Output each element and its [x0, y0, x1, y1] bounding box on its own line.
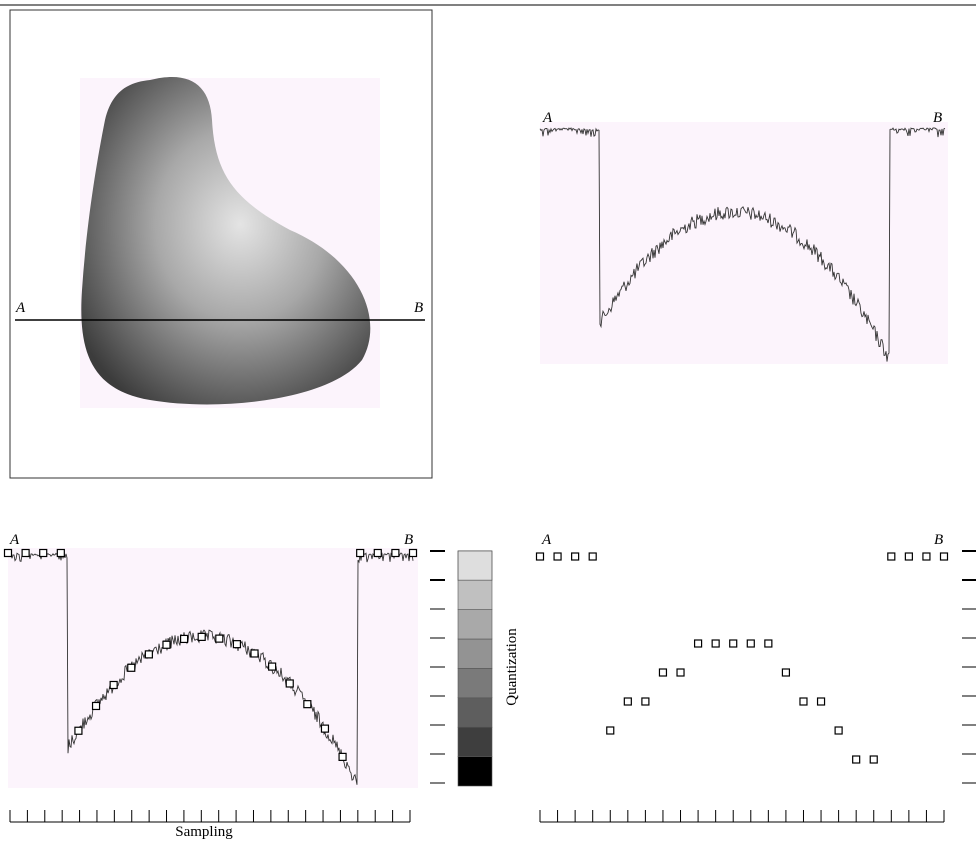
quantized-sample — [623, 697, 632, 706]
sample-point — [179, 634, 189, 644]
quantized-sample — [693, 639, 703, 648]
point-label: A — [542, 110, 553, 126]
point-label: A — [9, 532, 20, 548]
point-label: B — [414, 300, 423, 316]
sample-point — [144, 650, 153, 659]
sample-point — [91, 701, 101, 711]
sample-point — [373, 548, 382, 558]
gray-level — [457, 638, 493, 669]
gray-level — [457, 579, 493, 610]
quantized-sample — [799, 697, 808, 706]
quantized-sample — [939, 552, 949, 561]
x-axis-label: Sampling — [175, 824, 233, 840]
sample-point — [39, 548, 48, 558]
sample-point — [250, 649, 259, 658]
quantized-sample — [571, 552, 580, 561]
quantized-sample — [606, 726, 615, 735]
sample-point — [197, 632, 206, 641]
point-label: B — [933, 110, 942, 126]
intensity-profile — [7, 551, 414, 785]
quantized-sample — [535, 552, 545, 561]
sample-point — [162, 640, 171, 649]
sample-point — [56, 548, 65, 558]
sample-point — [127, 663, 136, 672]
gray-level — [457, 756, 493, 787]
intensity-profile — [539, 127, 946, 362]
sample-point — [303, 700, 312, 709]
object-blob — [81, 76, 371, 405]
quantized-sample — [922, 552, 931, 561]
panel-bg — [540, 122, 948, 364]
sample-point — [408, 548, 418, 558]
panel-bg — [8, 548, 418, 788]
sample-point — [3, 548, 13, 558]
sample-point — [391, 548, 400, 558]
quantized-sample — [746, 639, 755, 648]
quantized-sample — [676, 668, 685, 677]
sample-point — [338, 752, 347, 761]
sample-point — [285, 679, 294, 688]
quantized-sample — [834, 726, 843, 735]
quantized-sample — [553, 552, 562, 561]
quantized-sample — [711, 639, 720, 648]
quantized-sample — [588, 552, 597, 561]
gray-level — [457, 726, 493, 757]
quantized-sample — [764, 639, 773, 648]
sample-point — [232, 640, 242, 649]
sample-point — [74, 726, 83, 735]
quantized-sample — [887, 552, 896, 561]
quantized-sample — [816, 697, 826, 706]
quantized-sample — [869, 755, 878, 764]
gray-level — [457, 550, 493, 581]
quantized-sample — [641, 697, 650, 706]
gray-level — [457, 697, 493, 728]
sample-point — [268, 662, 277, 671]
point-label: B — [934, 532, 943, 548]
quantized-sample — [904, 552, 913, 561]
quantized-sample — [781, 668, 791, 677]
quantized-sample — [658, 668, 668, 677]
sample-point — [320, 724, 330, 733]
point-label: B — [404, 532, 413, 548]
gray-level — [457, 550, 493, 581]
image-frame — [9, 9, 433, 479]
sample-point — [109, 680, 118, 690]
y-axis-label: Quantization — [504, 628, 520, 706]
sample-point — [215, 634, 224, 643]
quantized-sample — [729, 639, 738, 648]
sample-point — [356, 548, 365, 558]
gray-level — [457, 668, 493, 699]
quantized-sample — [852, 755, 861, 764]
point-label: A — [541, 532, 552, 548]
point-label: A — [15, 300, 26, 316]
gray-level — [457, 609, 493, 640]
sample-point — [21, 548, 30, 558]
